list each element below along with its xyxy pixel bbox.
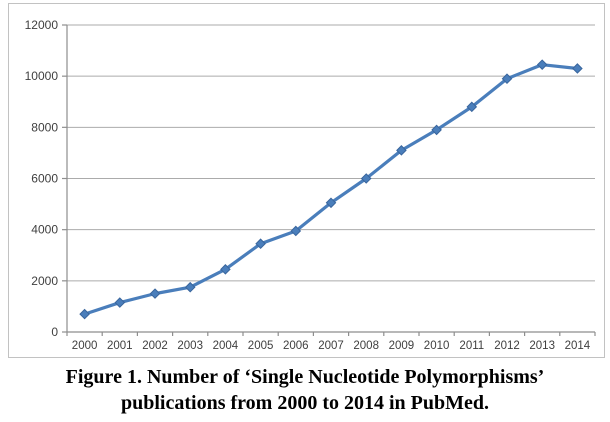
x-axis-label: 2013: [529, 340, 555, 352]
y-axis-label: 2000: [31, 274, 58, 288]
data-point-marker: [501, 73, 513, 85]
x-axis-label: 2000: [72, 340, 98, 352]
x-axis-label: 2009: [389, 340, 415, 352]
y-axis-label: 0: [51, 325, 58, 339]
data-point-marker: [325, 197, 337, 209]
data-point-marker: [290, 225, 302, 237]
data-point-marker: [360, 173, 372, 184]
x-axis-label: 2006: [283, 340, 309, 352]
x-axis-ticks: 2000 2001 2002 2003 2004 2005 2006 2007 2008 2009…: [66, 332, 596, 352]
data-point-marker: [536, 59, 548, 70]
x-axis-label: 2008: [353, 340, 379, 352]
caption-line-1: Figure 1. Number of ‘Single Nucleotide P…: [65, 366, 545, 388]
x-axis-label: 2001: [107, 340, 133, 352]
line-chart: 0 2000 4000 6000 8000 10000 12000 2000 2001 2002 2…: [8, 3, 605, 358]
x-axis-label: 2010: [424, 340, 450, 352]
y-axis-ticks: 0 2000 4000 6000 8000 10000 12000: [25, 18, 67, 339]
data-point-marker: [396, 145, 407, 156]
figure-caption: Figure 1. Number of ‘Single Nucleotide P…: [0, 364, 610, 416]
data-point-marker: [220, 264, 231, 275]
data-point-marker: [466, 101, 478, 113]
gridlines: [67, 24, 595, 282]
x-axis-label: 2014: [565, 340, 591, 352]
x-axis-label: 2003: [177, 340, 203, 352]
series-markers: [79, 59, 583, 320]
x-axis-label: 2002: [142, 340, 168, 352]
y-axis-label: 12000: [25, 18, 59, 32]
x-axis-label: 2005: [248, 340, 274, 352]
data-point-marker: [184, 281, 196, 293]
series-line: [82, 63, 580, 316]
data-point-marker: [114, 297, 126, 308]
y-axis-label: 8000: [31, 120, 58, 134]
x-axis-label: 2012: [494, 340, 520, 352]
x-axis-label: 2007: [318, 340, 344, 352]
data-point-marker: [255, 238, 266, 250]
y-axis-label: 10000: [25, 69, 59, 83]
data-point-marker: [431, 124, 442, 136]
caption-line-2: publications from 2000 to 2014 in PubMed…: [121, 392, 489, 414]
data-point-marker: [572, 63, 583, 74]
x-axis-label: 2004: [213, 340, 239, 352]
data-point-marker: [149, 288, 161, 299]
data-point-marker: [79, 308, 90, 320]
x-axis-label: 2011: [459, 340, 484, 352]
y-axis-label: 6000: [31, 172, 58, 186]
y-axis-label: 4000: [31, 223, 58, 237]
